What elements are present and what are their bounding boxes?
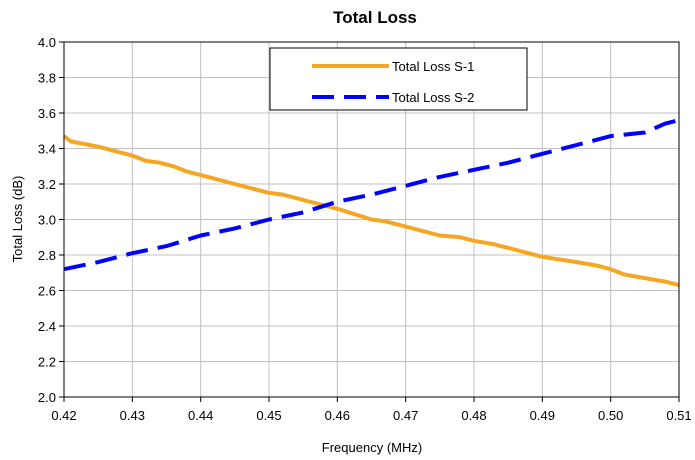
y-tick-label: 4.0 [38, 35, 56, 50]
y-tick-label: 3.8 [38, 71, 56, 86]
x-tick-labels: 0.42 0.43 0.44 0.45 0.46 0.47 0.48 0.49 0.50 0.51 [51, 408, 691, 423]
x-tick-label: 0.50 [598, 408, 623, 423]
x-tick-label: 0.44 [188, 408, 213, 423]
legend-box [269, 47, 528, 111]
y-tick-label: 2.0 [38, 390, 56, 405]
legend-label-s1: Total Loss S-1 [392, 59, 474, 74]
x-tick-label: 0.48 [461, 408, 486, 423]
x-axis-label: Frequency (MHz) [322, 440, 422, 455]
legend-label-s2: Total Loss S-2 [392, 90, 474, 105]
legend: Total Loss S-1 Total Loss S-2 [269, 47, 528, 111]
x-tick-label: 0.46 [325, 408, 350, 423]
x-tick-label: 0.49 [530, 408, 555, 423]
y-tick-label: 3.6 [38, 106, 56, 121]
x-tick-label: 0.43 [120, 408, 145, 423]
x-tick-label: 0.42 [51, 408, 76, 423]
x-tick-label: 0.51 [666, 408, 691, 423]
x-tick-label: 0.47 [393, 408, 418, 423]
series-layer [62, 118, 680, 288]
y-tick-label: 2.8 [38, 248, 56, 263]
y-tick-label: 3.0 [38, 213, 56, 228]
x-tick-label: 0.45 [256, 408, 281, 423]
chart-title: Total Loss [333, 8, 417, 27]
plot-border [63, 41, 680, 398]
y-tick-label: 2.6 [38, 284, 56, 299]
y-axis-label: Total Loss (dB) [10, 176, 25, 263]
y-tick-labels: 2.0 2.2 2.4 2.6 2.8 3.0 3.2 3.4 3.6 3.8 4.0 [38, 35, 56, 405]
series-line-1 [62, 134, 680, 288]
series-line-2 [63, 118, 680, 272]
y-tick-label: 2.2 [38, 355, 56, 370]
y-tick-label: 2.4 [38, 319, 56, 334]
y-tick-label: 3.2 [38, 177, 56, 192]
y-tick-label: 3.4 [38, 142, 56, 157]
